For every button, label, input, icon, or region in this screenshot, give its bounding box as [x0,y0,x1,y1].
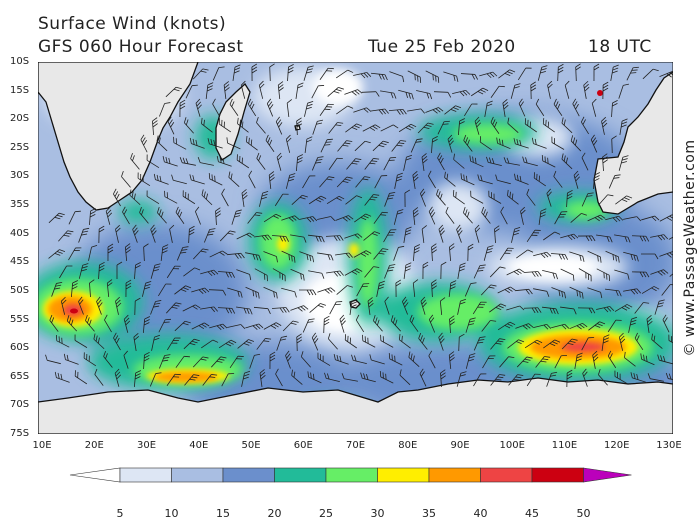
wind-map [38,62,673,434]
legend-high-arrow [583,467,632,483]
lon-label: 60E [293,440,313,451]
legend-swatch [377,467,430,483]
antarctica-landmass [38,377,673,434]
lat-label: 60S [10,342,30,354]
wind-speed-legend [69,467,632,483]
legend-label: 40 [473,507,488,520]
lon-label: 130E [656,440,682,451]
legend-label: 15 [216,507,230,520]
lon-label: 110E [551,440,578,451]
forecast-date: Tue 25 Feb 2020 [368,37,516,57]
lon-label: 80E [398,440,418,451]
lon-label: 50E [241,440,261,451]
lon-label: 120E [604,440,630,451]
legend-label: 50 [576,507,591,520]
legend-label: 35 [422,507,436,520]
lon-label: 100E [499,440,525,451]
lat-label: 35S [10,199,30,211]
legend-swatch [119,467,172,483]
lon-label: 90E [450,440,470,451]
lat-label: 40S [10,227,30,239]
lon-label: 10E [32,440,52,451]
legend-swatch [325,467,378,483]
lat-label: 30S [10,170,30,182]
lat-label: 10S [10,56,30,67]
wind-field-50kt [70,90,603,314]
legend-swatch [428,467,481,483]
copyright-text: © www.PassageWeather.com [682,139,698,357]
lat-label: 70S [10,399,30,411]
lat-label: 75S [10,428,30,439]
legend-swatch [274,467,327,483]
lon-label: 70E [345,440,366,451]
legend-swatch [222,467,275,483]
legend-low-arrow [69,467,121,483]
map-title: Surface Wind (knots) [38,14,227,34]
lon-label: 40E [189,440,209,451]
lon-label: 30E [136,440,157,451]
lat-label: 45S [10,256,30,268]
legend-label: 10 [164,507,179,520]
lat-label: 15S [10,84,30,96]
africa-landmass [38,62,199,211]
lon-label: 20E [84,440,104,451]
legend-label: 25 [319,507,333,520]
wind-barbs [45,63,673,388]
lat-label: 25S [10,141,30,153]
forecast-label: GFS 060 Hour Forecast [38,37,244,57]
kerguelen-island [349,299,361,309]
legend-swatch [480,467,533,483]
lat-label: 55S [10,313,30,325]
legend-label: 30 [370,507,385,520]
lat-label: 65S [10,370,30,382]
legend-label: 45 [525,507,539,520]
lat-label: 20S [10,113,30,125]
legend-swatch [171,467,224,483]
madagascar-landmass [215,83,251,161]
legend-label: 20 [267,507,282,520]
forecast-time: 18 UTC [588,37,652,57]
legend-label: 5 [116,507,124,520]
legend-swatch [531,467,584,483]
lat-label: 50S [10,284,30,296]
